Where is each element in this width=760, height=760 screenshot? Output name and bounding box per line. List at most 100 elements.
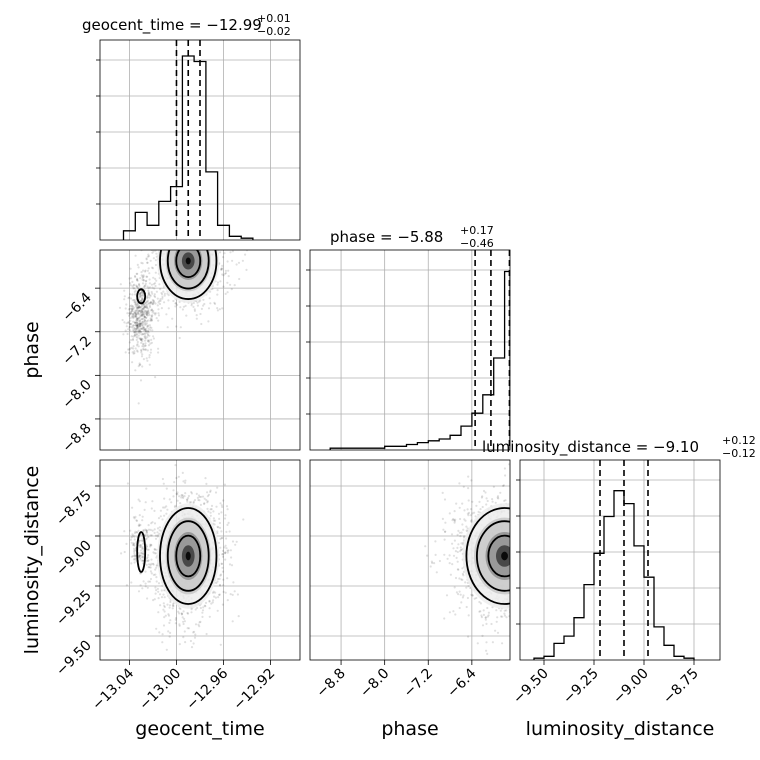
- sample-point: [137, 309, 140, 312]
- sample-point: [218, 521, 221, 525]
- sample-point: [478, 500, 481, 503]
- sample-point: [183, 630, 186, 633]
- sample-point: [539, 480, 541, 482]
- sample-point: [140, 327, 143, 330]
- sample-point: [518, 570, 520, 572]
- sample-point: [235, 263, 238, 266]
- sample-point: [192, 642, 195, 645]
- sample-point: [145, 559, 148, 562]
- sample-point: [538, 612, 540, 614]
- sample-point: [140, 338, 143, 341]
- sample-point: [206, 501, 209, 504]
- sample-point: [135, 531, 138, 534]
- sample-point: [190, 234, 192, 236]
- sample-point: [145, 306, 149, 310]
- sample-point: [541, 548, 543, 550]
- sample-point: [138, 284, 141, 287]
- sample-point: [180, 242, 182, 244]
- sample-point: [513, 563, 515, 565]
- sample-point: [140, 318, 144, 321]
- sample-point: [168, 225, 170, 227]
- sample-point: [513, 541, 515, 543]
- sample-point: [135, 319, 138, 322]
- sample-point: [216, 281, 220, 284]
- sample-point: [189, 639, 192, 643]
- sample-point: [138, 332, 141, 335]
- sample-point: [132, 543, 135, 547]
- sample-point: [151, 267, 155, 270]
- sample-point: [141, 282, 145, 285]
- sample-point: [526, 509, 528, 511]
- sample-point: [138, 322, 141, 325]
- sample-point: [198, 495, 201, 499]
- sample-point: [133, 549, 136, 552]
- sample-point: [129, 312, 132, 315]
- sample-point: [147, 253, 150, 256]
- sample-point: [177, 475, 180, 478]
- sample-point: [146, 359, 149, 362]
- xlabel-phase: phase: [381, 718, 438, 740]
- sample-point: [140, 291, 143, 294]
- sample-point: [150, 572, 153, 575]
- sample-point: [130, 536, 133, 539]
- sample-point: [148, 339, 151, 342]
- sample-point: [206, 495, 209, 498]
- sample-point: [187, 494, 190, 498]
- sample-point: [536, 564, 538, 566]
- sample-point: [529, 529, 531, 531]
- sample-point: [200, 322, 203, 326]
- sample-point: [139, 292, 142, 295]
- sample-point: [442, 528, 445, 531]
- sample-point: [137, 331, 140, 334]
- sample-point: [190, 611, 193, 614]
- sample-point: [512, 616, 514, 618]
- sample-point: [220, 530, 223, 533]
- sample-point: [133, 274, 137, 278]
- sample-point: [130, 541, 133, 544]
- sample-point: [528, 523, 530, 525]
- sample-point: [535, 582, 537, 584]
- sample-point: [221, 549, 225, 553]
- sample-point: [144, 501, 147, 504]
- sample-point: [536, 530, 538, 532]
- sample-point: [143, 285, 146, 288]
- sample-point: [511, 517, 513, 519]
- sample-point: [218, 583, 221, 587]
- sample-point: [515, 567, 517, 569]
- sample-point: [223, 252, 226, 255]
- sample-point: [130, 308, 133, 311]
- sample-point: [180, 613, 183, 616]
- sample-point: [171, 222, 173, 224]
- sample-point: [535, 570, 537, 572]
- sample-point: [219, 502, 222, 505]
- sample-point: [197, 244, 199, 246]
- sample-point: [149, 317, 152, 320]
- sample-point: [485, 497, 488, 500]
- sample-point: [143, 315, 146, 318]
- sample-point: [125, 303, 128, 306]
- sample-point: [477, 510, 480, 513]
- sample-point: [146, 296, 149, 299]
- sample-point: [132, 287, 135, 290]
- sample-point: [505, 609, 508, 612]
- sample-point: [147, 548, 150, 551]
- sample-point: [530, 539, 532, 541]
- sample-point: [531, 563, 533, 565]
- sample-point: [157, 582, 161, 585]
- sample-point: [163, 596, 166, 599]
- contour-line-0: [159, 250, 218, 300]
- sample-point: [157, 347, 160, 350]
- sample-point: [514, 549, 516, 551]
- sample-point: [524, 523, 526, 525]
- sample-point: [522, 595, 524, 597]
- sample-point: [457, 543, 460, 546]
- sample-point: [132, 335, 135, 338]
- sample-point: [202, 298, 205, 301]
- sample-point: [521, 548, 523, 550]
- sample-point: [531, 526, 533, 528]
- sample-point: [150, 338, 153, 341]
- sample-point: [156, 297, 159, 300]
- sample-point: [513, 517, 515, 519]
- sample-point: [129, 319, 132, 322]
- sample-point: [166, 229, 168, 231]
